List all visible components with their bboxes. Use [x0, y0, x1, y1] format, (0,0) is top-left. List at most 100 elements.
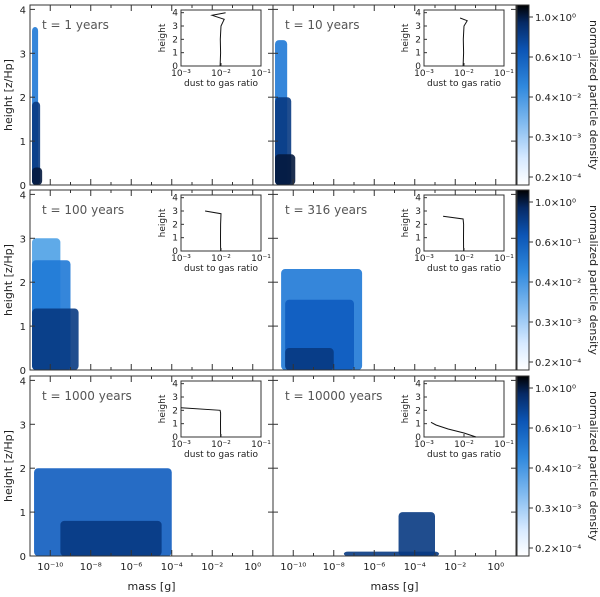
inset-x-tick-label: 10⁻¹	[251, 69, 271, 79]
inset-y-tick-label: 2	[172, 220, 178, 230]
dust-to-gas-profile	[210, 12, 226, 67]
y-tick-label: 3	[20, 420, 26, 431]
inset-x-tick-label: 10⁻¹	[494, 254, 514, 264]
inset-ylabel: height	[401, 394, 411, 423]
inset-ylabel: height	[158, 208, 168, 237]
x-axis-label: mass [g]	[128, 580, 176, 593]
inset-x-tick-label: 10⁻¹	[251, 440, 271, 450]
inset-y-tick-label: 4	[172, 380, 178, 390]
inset-y-tick-label: 1	[415, 420, 421, 430]
inset-y-tick-label: 3	[415, 22, 421, 32]
panel-time-label: t = 1000 years	[42, 389, 132, 403]
colorbar-tick-label: 0.6×10⁻¹	[535, 53, 581, 64]
inset-ylabel: height	[158, 394, 168, 423]
y-axis-label: height [z/Hp]	[2, 244, 15, 316]
inset-xlabel: dust to gas ratio	[427, 79, 501, 89]
density-region	[275, 154, 296, 185]
density-region	[285, 348, 334, 370]
inset-frame	[423, 9, 505, 67]
inset-xlabel: dust to gas ratio	[427, 450, 501, 460]
inset-xlabel: dust to gas ratio	[427, 264, 501, 274]
colorbar-tick-label: 0.2×10⁻⁴	[535, 173, 581, 184]
inset-x-tick-label: 10⁻²	[454, 254, 474, 264]
colorbar-tick-label: 1.0×10⁰	[535, 384, 576, 395]
inset-y-tick-label: 1	[172, 420, 178, 430]
panel-time-label: t = 316 years	[285, 203, 367, 217]
y-tick-label: 0	[20, 366, 26, 377]
y-tick-label: 1	[20, 137, 26, 148]
inset-frame	[180, 9, 262, 67]
inset-x-tick-label: 10⁻³	[171, 254, 191, 264]
density-region	[60, 520, 162, 556]
panel-time-label: t = 10 years	[285, 18, 360, 32]
inset-xlabel: dust to gas ratio	[184, 264, 258, 274]
inset-x-tick-label: 10⁻²	[454, 69, 474, 79]
panel-6: 10⁻¹⁰ 10⁻⁸ 10⁻⁶ 10⁻⁴ 10⁻² 10⁰ t = 10000 years 0…	[272, 375, 517, 573]
colorbar: 1.0×10⁰ 0.6×10⁻¹ 0.4×10⁻² 0.3×10⁻³ 0.2×10⁻⁴ n…	[516, 189, 600, 371]
inset-y-tick-label: 0	[415, 433, 421, 443]
colorbar-tick-label: 0.2×10⁻⁴	[535, 544, 581, 555]
inset-xlabel: dust to gas ratio	[184, 79, 258, 89]
x-tick-label: 10⁻⁴	[161, 562, 183, 573]
panel-time-label: t = 10000 years	[285, 389, 382, 403]
y-tick-label: 1	[20, 508, 26, 519]
y-tick-label: 0	[20, 181, 26, 192]
inset-y-tick-label: 3	[415, 393, 421, 403]
colorbar-label: normalized particle density	[587, 20, 600, 170]
colorbar-tick-label: 1.0×10⁰	[535, 13, 576, 24]
dust-to-gas-profile	[430, 421, 477, 438]
colorbar-tick-label: 0.4×10⁻²	[535, 93, 581, 104]
y-axis-label: height [z/Hp]	[2, 59, 15, 131]
y-tick-label: 4	[20, 376, 26, 387]
inset-y-tick-label: 3	[415, 207, 421, 217]
x-tick-label: 10⁻⁸	[80, 562, 102, 573]
y-tick-label: 4	[20, 5, 26, 16]
x-tick-label: 10⁻²	[444, 562, 466, 573]
inset-x-tick-label: 10⁻¹	[494, 69, 514, 79]
inset-x-tick-label: 10⁻¹	[251, 254, 271, 264]
dust-to-gas-profile	[443, 215, 465, 252]
colorbar-strip	[516, 4, 530, 186]
inset-y-tick-label: 2	[415, 220, 421, 230]
x-tick-label: 10⁻⁸	[323, 562, 345, 573]
y-tick-label: 1	[20, 322, 26, 333]
panel-3: 0 1 2 3 4 t = 100 years 0 1 2 3 4 10⁻³ 10⁻² 10⁻¹ heigh…	[20, 189, 274, 377]
inset-ylabel: height	[401, 208, 411, 237]
x-tick-label: 10⁻⁶	[120, 562, 142, 573]
inset-xlabel: dust to gas ratio	[184, 450, 258, 460]
x-axis-label: mass [g]	[371, 580, 419, 593]
density-region	[32, 167, 43, 185]
inset-ylabel: height	[401, 23, 411, 52]
inset-y-tick-label: 0	[415, 247, 421, 257]
x-tick-label: 10⁻¹⁰	[280, 562, 306, 573]
y-tick-label: 2	[20, 464, 26, 475]
colorbar-tick-label: 1.0×10⁰	[535, 198, 576, 209]
inset-y-tick-label: 3	[172, 22, 178, 32]
panels-layer: 0 1 2 3 4 t = 1 years 0 1 2 3 4 10⁻³ 10⁻² 10⁻¹ height d…	[20, 4, 517, 573]
inset-x-tick-label: 10⁻³	[171, 69, 191, 79]
colorbar: 1.0×10⁰ 0.6×10⁻¹ 0.4×10⁻² 0.3×10⁻³ 0.2×10⁻⁴ n…	[516, 4, 600, 186]
y-tick-label: 2	[20, 278, 26, 289]
y-axis-label: height [z/Hp]	[2, 430, 15, 502]
inset-y-tick-label: 0	[415, 62, 421, 72]
colorbar-tick-label: 0.6×10⁻¹	[535, 238, 581, 249]
inset-x-tick-label: 10⁻²	[454, 440, 474, 450]
colorbar-tick-label: 0.3×10⁻³	[535, 504, 581, 515]
inset-y-tick-label: 4	[172, 194, 178, 204]
inset-x-tick-label: 10⁻³	[414, 440, 434, 450]
colorbar-tick-label: 0.3×10⁻³	[535, 318, 581, 329]
density-region	[32, 308, 79, 370]
inset-y-tick-label: 1	[172, 234, 178, 244]
colorbar-tick-label: 0.2×10⁻⁴	[535, 358, 581, 369]
panel-4: t = 316 years 0 1 2 3 4 10⁻³ 10⁻² 10⁻¹ height dust…	[272, 189, 517, 371]
panel-2: t = 10 years 0 1 2 3 4 10⁻³ 10⁻² 10⁻¹ height dust …	[272, 4, 517, 186]
x-tick-label: 10⁻⁶	[363, 562, 385, 573]
x-tick-label: 10⁻⁴	[404, 562, 426, 573]
colorbar-label: normalized particle density	[587, 391, 600, 541]
inset-y-tick-label: 4	[415, 380, 421, 390]
density-region	[398, 512, 435, 556]
inset-x-tick-label: 10⁻¹	[494, 440, 514, 450]
x-tick-label: 10⁰	[244, 562, 261, 573]
inset-x-tick-label: 10⁻²	[211, 440, 231, 450]
